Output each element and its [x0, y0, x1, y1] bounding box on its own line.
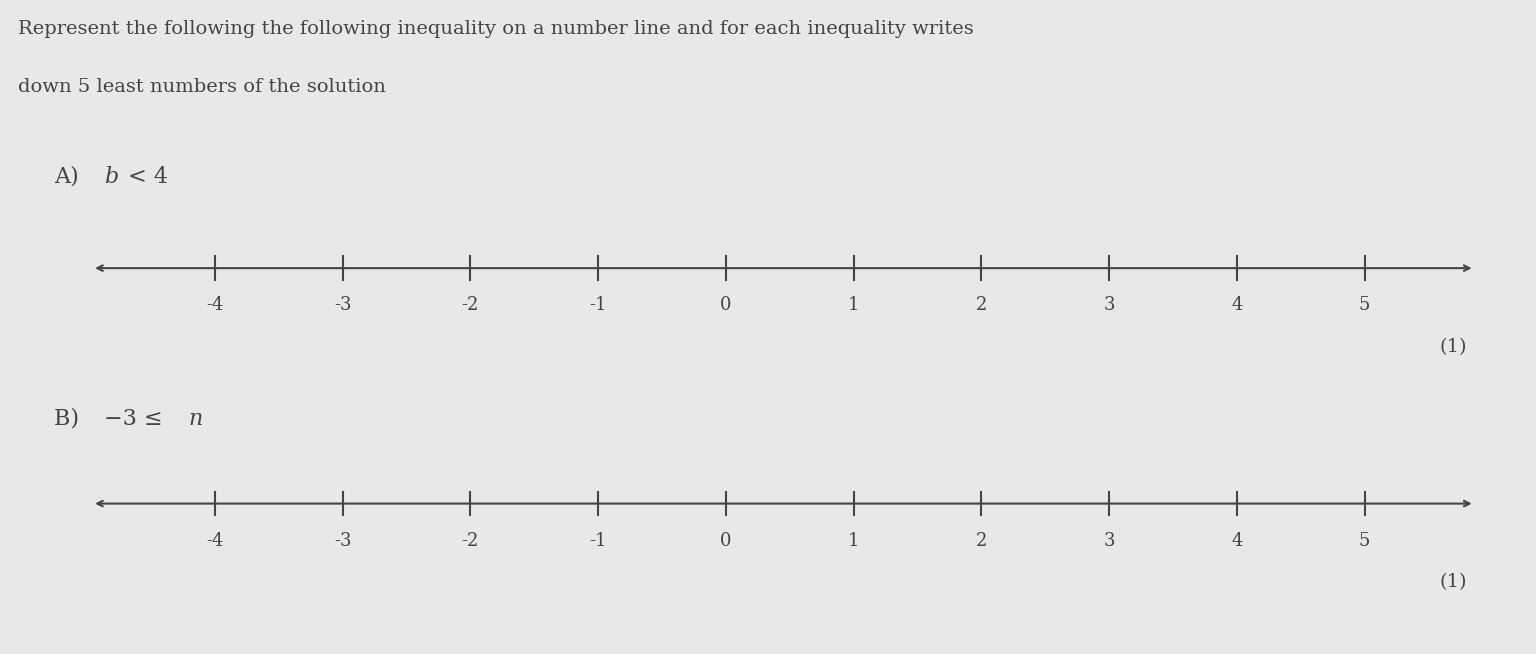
Text: -1: -1	[590, 296, 607, 315]
Text: n: n	[189, 407, 203, 430]
Text: -4: -4	[206, 532, 224, 550]
Text: -1: -1	[590, 532, 607, 550]
Text: -2: -2	[462, 296, 479, 315]
Text: 4: 4	[1232, 296, 1243, 315]
Text: -2: -2	[462, 532, 479, 550]
Text: 2: 2	[975, 532, 988, 550]
Text: < 4: < 4	[121, 165, 169, 188]
Text: (1): (1)	[1439, 337, 1467, 356]
Text: 2: 2	[975, 296, 988, 315]
Text: 3: 3	[1103, 296, 1115, 315]
Text: (1): (1)	[1439, 573, 1467, 591]
Text: -4: -4	[206, 296, 224, 315]
Text: 3: 3	[1103, 532, 1115, 550]
Text: −3 ≤: −3 ≤	[104, 407, 170, 430]
Text: 5: 5	[1359, 532, 1370, 550]
Text: -3: -3	[333, 532, 352, 550]
Text: 5: 5	[1359, 296, 1370, 315]
Text: -3: -3	[333, 296, 352, 315]
Text: 1: 1	[848, 296, 859, 315]
Text: 0: 0	[720, 296, 731, 315]
Text: 4: 4	[1232, 532, 1243, 550]
Text: Represent the following the following inequality on a number line and for each i: Represent the following the following in…	[18, 20, 974, 38]
Text: down 5 least numbers of the solution: down 5 least numbers of the solution	[18, 78, 387, 97]
Text: b: b	[104, 165, 118, 188]
Text: A): A)	[54, 165, 86, 188]
Text: 0: 0	[720, 532, 731, 550]
Text: 1: 1	[848, 532, 859, 550]
Text: B): B)	[54, 407, 86, 430]
